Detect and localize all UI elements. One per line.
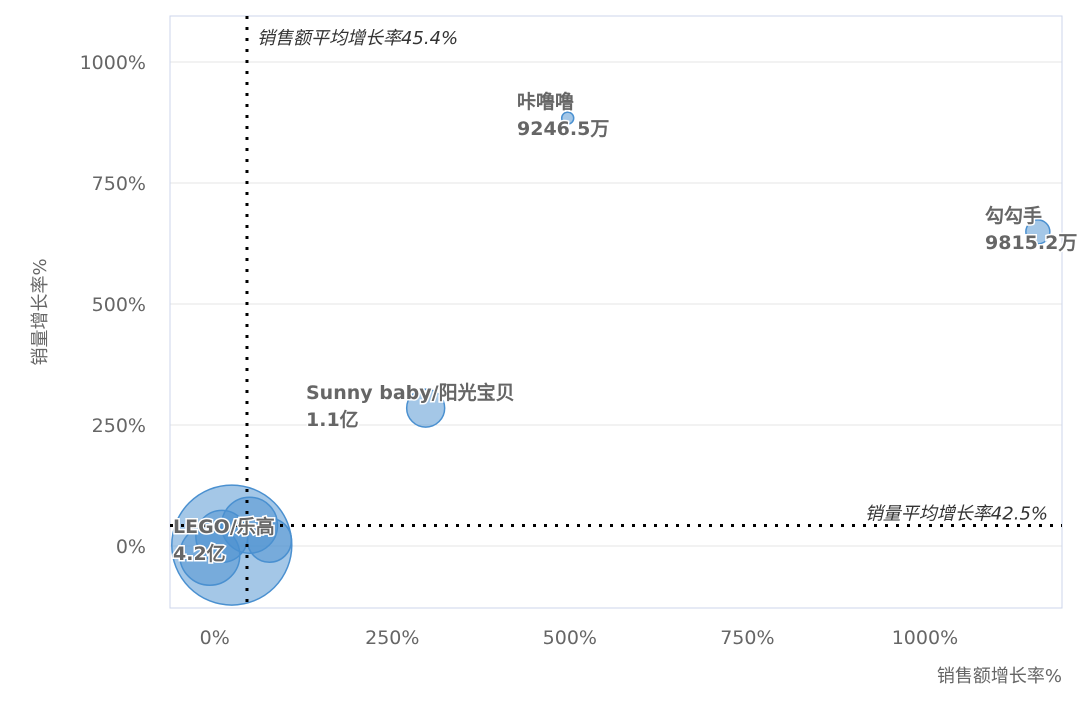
y-tick-label: 500% [92, 294, 146, 316]
y-tick-label: 250% [92, 415, 146, 437]
bubble-sales-label: 9815.2万 [985, 232, 1077, 254]
avg-volume-growth-label: 销量平均增长率42.5% [865, 503, 1048, 524]
x-tick-label: 750% [720, 627, 774, 649]
bubble[interactable] [1025, 219, 1051, 245]
bubble-sales-label: 9246.5万 [517, 118, 609, 140]
avg-sales-growth-label: 销售额平均增长率45.4% [257, 28, 458, 49]
bubble[interactable] [405, 388, 446, 428]
x-tick-label: 250% [365, 627, 419, 649]
x-axis-title: 销售额增长率% [937, 666, 1062, 687]
x-tick-label: 1000% [892, 627, 958, 649]
y-tick-label: 0% [116, 536, 146, 558]
bubble[interactable] [560, 111, 575, 125]
y-axis-title: 销量增长率% [30, 258, 51, 365]
bubble-sales-label: 1.1亿 [306, 408, 359, 431]
bubble-name-label: 咔噜噜 [517, 91, 574, 113]
bubble-name-label: LEGO/乐高 [173, 515, 275, 538]
bubble-sales-label: 4.2亿 [173, 542, 226, 565]
y-tick-label: 750% [92, 173, 146, 195]
bubble-name-label: Sunny baby/阳光宝贝 [306, 381, 515, 404]
x-tick-label: 500% [543, 627, 597, 649]
bubble-name-label: 勾勾手 [985, 204, 1042, 227]
plot-frame [169, 15, 1063, 609]
y-tick-label: 1000% [80, 52, 146, 74]
x-tick-label: 0% [200, 627, 230, 649]
bubble[interactable] [195, 509, 249, 564]
